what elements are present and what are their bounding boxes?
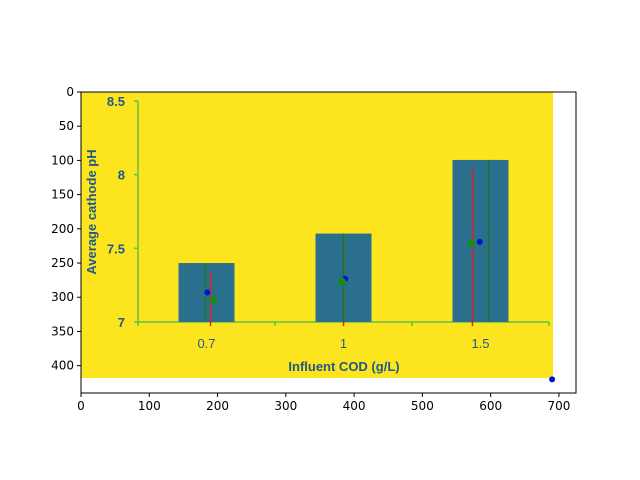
green-data-point bbox=[337, 277, 346, 286]
inner-y-tick-label: 8.5 bbox=[107, 94, 125, 109]
inner-x-axis-label: Influent COD (g/L) bbox=[288, 359, 399, 374]
outer-y-tick-label: 50 bbox=[59, 119, 74, 133]
inner-y-tick-label: 7.5 bbox=[107, 241, 125, 256]
inner-y-tick-label: 7 bbox=[118, 315, 125, 330]
outer-y-tick-label: 250 bbox=[51, 256, 74, 270]
outer-x-tick-label: 400 bbox=[343, 399, 366, 413]
inner-y-tick-label: 8 bbox=[118, 168, 125, 183]
outer-y-tick-label: 0 bbox=[66, 85, 74, 99]
outer-x-tick-label: 200 bbox=[206, 399, 229, 413]
outer-plot-frame bbox=[80, 91, 577, 394]
outer-x-tick-label: 0 bbox=[77, 399, 85, 413]
outer-y-tick-label: 150 bbox=[51, 188, 74, 202]
green-data-point bbox=[209, 295, 218, 304]
outer-y-tick-label: 350 bbox=[51, 324, 74, 338]
outer-x-tick-label: 100 bbox=[138, 399, 161, 413]
outer-axes: 0 100 200 300 400 500 600 700 0 50 100 150 200 250 300… bbox=[51, 85, 570, 413]
outer-x-tick-label: 600 bbox=[479, 399, 502, 413]
outer-y-tick-label: 200 bbox=[51, 222, 74, 236]
green-data-point bbox=[467, 239, 476, 248]
outer-y-tick-label: 300 bbox=[51, 290, 74, 304]
outer-x-tick-label: 700 bbox=[547, 399, 570, 413]
outer-x-tick-label: 300 bbox=[274, 399, 297, 413]
outer-y-tick-label: 400 bbox=[51, 359, 74, 373]
outer-y-tick-label: 100 bbox=[51, 153, 74, 167]
outer-x-tick-label: 500 bbox=[411, 399, 434, 413]
blue-data-point bbox=[476, 238, 483, 245]
inner-x-tick-label: 0.7 bbox=[197, 336, 215, 351]
inner-x-tick-label: 1 bbox=[340, 336, 347, 351]
blue-data-point bbox=[549, 376, 556, 383]
inner-y-axis-label: Average cathode pH bbox=[84, 149, 99, 274]
scatter-points bbox=[204, 238, 556, 383]
blue-data-point bbox=[204, 289, 211, 296]
inner-x-tick-label: 1.5 bbox=[471, 336, 489, 351]
